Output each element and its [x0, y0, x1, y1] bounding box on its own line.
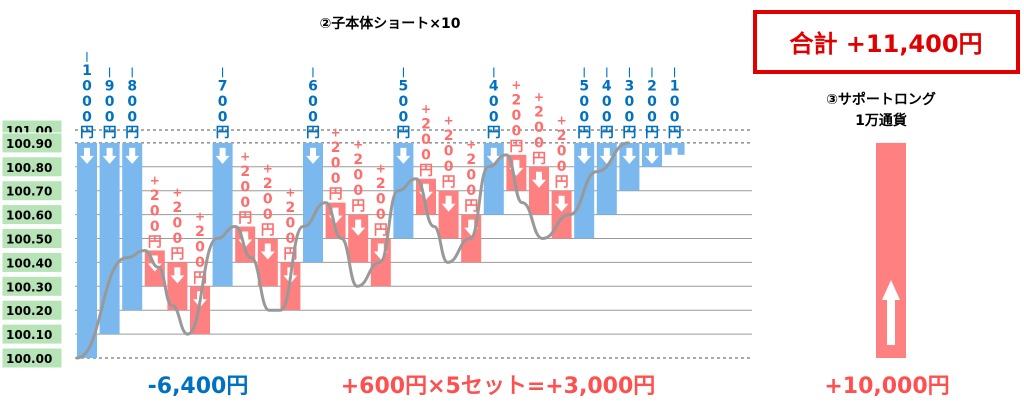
bar-value-label: | 5 0 0 円 [396, 67, 410, 141]
bar-value-label: +2 0 0 円 [532, 90, 546, 167]
down-arrow-icon [622, 147, 637, 164]
y-tick-box [1, 156, 63, 178]
bar-value-label: | 9 0 0 円 [103, 67, 117, 141]
bar-value-label: +2 0 0 円 [374, 162, 388, 239]
y-tick-box [1, 228, 63, 249]
bar-value-label: +2 0 0 円 [555, 114, 569, 191]
down-arrow-icon [238, 231, 253, 248]
y-tick-label: 100.90 [6, 137, 52, 151]
y-tick-box [1, 299, 63, 321]
loss-bar [303, 142, 323, 263]
y-tick-label: 100.30 [6, 280, 52, 294]
bar-value-label: | 4 0 0 円 [487, 67, 501, 141]
bar-value-label: +2 0 0 円 [261, 162, 275, 239]
y-tick-box [1, 323, 63, 345]
bar-value-label: | 3 0 0 円 [622, 67, 636, 141]
bar-value-label: +2 0 0 円 [419, 102, 433, 179]
loss-bar [77, 142, 97, 358]
bar-value-label: +2 0 0 円 [329, 126, 343, 203]
y-tick-box [1, 204, 63, 226]
loss-bar [122, 142, 143, 311]
down-arrow-icon [645, 147, 659, 164]
loss-total: -6,400円 [148, 374, 249, 399]
down-arrow-icon [125, 147, 140, 164]
down-arrow-icon [170, 267, 185, 284]
y-tick-label: 100.70 [6, 185, 52, 199]
grand-total: 合計 +11,400円 [789, 30, 982, 58]
gain-bar [167, 262, 188, 311]
bar-value-label: | 5 0 0 円 [577, 67, 591, 141]
down-arrow-icon [351, 219, 366, 236]
down-arrow-icon [554, 195, 569, 212]
bar-value-label: | 1 0 0 円 [668, 67, 682, 141]
down-arrow-icon [260, 243, 275, 260]
price-path-line [75, 141, 630, 360]
y-tick-box [1, 275, 63, 297]
bar-value-label: +2 0 0 円 [442, 114, 456, 191]
y-tick-box [1, 347, 63, 369]
bar-value-label: | 7 0 0 円 [216, 67, 230, 141]
y-tick-box [1, 132, 63, 154]
down-arrow-icon [306, 147, 320, 164]
bar-value-label: +2 0 0 円 [351, 138, 365, 215]
bar-value-label: +2 0 0 円 [509, 78, 523, 155]
y-tick-label: 100.50 [6, 233, 52, 247]
down-arrow-icon [667, 147, 682, 164]
y-tick-box [1, 180, 63, 202]
gain-sets-total: +600円×5セット=+3,000円 [341, 374, 656, 399]
gain-bar [438, 190, 459, 239]
y-axis: 101.00100.90100.80100.70100.60100.50100.… [1, 119, 63, 369]
up-arrow-icon [882, 280, 900, 345]
loss-bar [99, 142, 120, 335]
short-group-title: ②子本体ショート×10 [319, 15, 460, 32]
down-arrow-icon [396, 147, 411, 164]
down-arrow-icon [80, 147, 94, 164]
y-tick-label: 100.60 [6, 209, 52, 223]
y-tick-label: 100.20 [6, 304, 52, 318]
y-tick-label: 100.80 [6, 161, 52, 175]
loss-bar [212, 142, 233, 287]
short-bars: | 1 0 0 0 円 | 9 0 0 円 | 8 0 0 円 + 2 0 0 円 + 2 0 0 円 + 2 0 0 円 | 7 0 0 円 + 2 0 0… [77, 52, 685, 358]
y-tick-label: 100.00 [6, 352, 52, 366]
down-arrow-icon [215, 147, 230, 164]
y-tick-label: 100.40 [6, 256, 52, 270]
gain-bar [529, 166, 549, 215]
long-group-title: ③サポートロング 1万通貨 [826, 91, 936, 129]
grand-total-box [753, 10, 1020, 74]
down-arrow-icon [532, 171, 546, 188]
loss-bar [619, 142, 640, 191]
bar-value-label: | 2 0 0 円 [645, 67, 659, 141]
support-long-bar [876, 142, 906, 358]
down-arrow-icon [577, 147, 592, 164]
y-tick-label: 100.10 [6, 328, 52, 342]
bar-value-label: +2 0 0 円 [464, 138, 478, 215]
bar-value-label: +2 0 0 円 [238, 150, 252, 227]
bar-value-label: | 8 0 0 円 [125, 67, 139, 141]
down-arrow-icon [102, 147, 117, 164]
bar-value-label: | 6 0 0 円 [306, 67, 320, 141]
bar-value-label: +2 0 0 円 [170, 185, 184, 262]
down-arrow-icon [441, 195, 456, 212]
loss-bar [393, 142, 414, 239]
gain-bar [348, 214, 369, 263]
long-total: +10,000円 [824, 374, 949, 399]
bar-value-label: | 1 0 0 0 円 [80, 52, 94, 142]
bar-value-label: +2 0 0 円 [148, 173, 162, 250]
y-tick-box [1, 251, 63, 273]
gain-bar [257, 238, 278, 287]
bar-value-label: | 4 0 0 円 [600, 67, 614, 141]
